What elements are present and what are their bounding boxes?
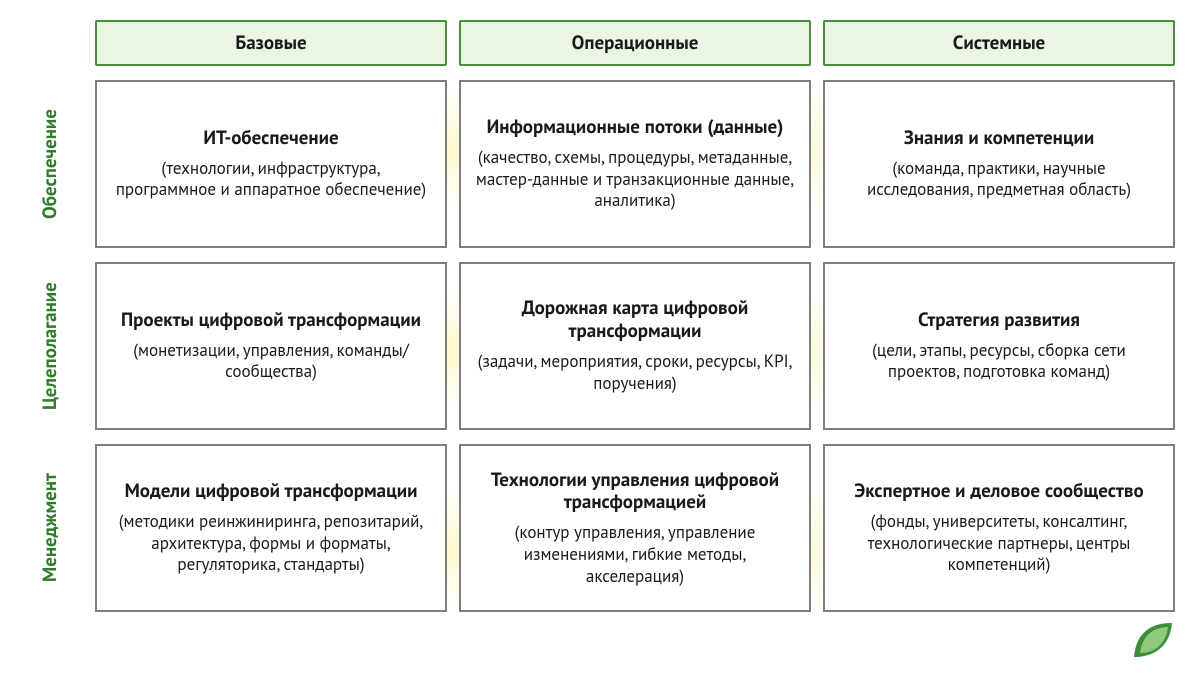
cell-0-1: Информационные потоки (данные) (качество… — [459, 80, 811, 248]
row-label-menedzhment: Менеджмент — [20, 444, 80, 612]
cell-1-0: Проекты цифровой трансформации (монетиза… — [95, 262, 447, 430]
cell-title: Стратегия развития — [918, 309, 1080, 332]
col-header-bazovye: Базовые — [95, 20, 447, 66]
cell-desc: (задачи, мероприятия, сроки, ресурсы, KP… — [475, 351, 795, 395]
cell-title: Экспертное и деловое сообщество — [854, 480, 1143, 503]
cell-0-0: ИТ-обеспечение (технологии, инфраструкту… — [95, 80, 447, 248]
cell-2-0: Модели цифровой трансформации (методики … — [95, 444, 447, 612]
cell-1-2: Стратегия развития (цели, этапы, ресурсы… — [823, 262, 1175, 430]
cell-title: Дорожная карта цифровой трансформации — [475, 297, 795, 343]
cell-title: Знания и компетенции — [904, 127, 1094, 150]
cell-2-2: Экспертное и деловое сообщество (фонды, … — [823, 444, 1175, 612]
cell-title: ИТ-обеспечение — [203, 127, 338, 150]
cell-desc: (фонды, университеты, консалтинг, технол… — [839, 511, 1159, 576]
cell-desc: (методики реинжиниринга, репозитарий, ар… — [111, 511, 431, 576]
cell-desc: (технологии, инфраструктура, программное… — [111, 158, 431, 202]
row-label-obespechenie: Обеспечение — [20, 80, 80, 248]
cell-desc: (качество, схемы, процедуры, метаданные,… — [475, 147, 795, 212]
cell-title: Проекты цифровой трансформации — [121, 309, 421, 332]
cell-0-2: Знания и компетенции (команда, практики,… — [823, 80, 1175, 248]
cell-title: Технологии управления цифровой трансформ… — [475, 469, 795, 515]
row-label-tselepolaganie: Целеполагание — [20, 262, 80, 430]
cell-desc: (команда, практики, научные исследования… — [839, 158, 1159, 202]
cell-desc: (контур управления, управление изменения… — [475, 522, 795, 587]
col-header-operatsionnye: Операционные — [459, 20, 811, 66]
cell-desc: (монетизации, управления, команды/сообще… — [111, 340, 431, 384]
cell-title: Информационные потоки (данные) — [487, 116, 784, 139]
matrix-diagram: Обеспечение Целеполагание Менеджмент Баз… — [0, 0, 1200, 675]
cell-title: Модели цифровой трансформации — [125, 480, 418, 503]
cell-2-1: Технологии управления цифровой трансформ… — [459, 444, 811, 612]
cell-1-1: Дорожная карта цифровой трансформации (з… — [459, 262, 811, 430]
leaf-icon — [1128, 617, 1182, 661]
col-header-sistemnye: Системные — [823, 20, 1175, 66]
cell-desc: (цели, этапы, ресурсы, сборка сети проек… — [839, 340, 1159, 384]
grid: Базовые Операционные Системные ИТ-обеспе… — [95, 20, 1175, 612]
